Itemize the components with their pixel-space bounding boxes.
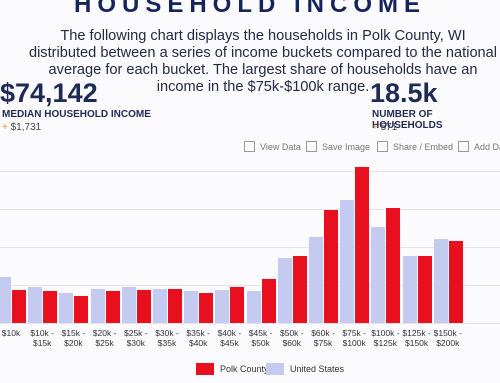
bar <box>105 291 120 323</box>
x-tick-label: $45k - $50k <box>248 328 273 348</box>
bar <box>246 291 261 323</box>
bar <box>184 291 199 323</box>
legend-swatch <box>196 363 214 375</box>
x-tick-label: $35k - $40k <box>186 328 210 348</box>
grid-line <box>0 284 500 286</box>
legend-label: Polk County, WI <box>220 364 284 374</box>
bar <box>153 288 167 323</box>
x-tick-label: $150k - $200k <box>433 328 462 348</box>
toolbar-button[interactable]: Save Image <box>306 141 370 152</box>
legend-label: United States <box>290 364 345 374</box>
description: The following chart displays the househo… <box>28 28 498 95</box>
bar <box>371 226 386 323</box>
bar <box>168 288 182 323</box>
bar <box>402 255 417 323</box>
bar <box>199 292 214 323</box>
grid-line <box>0 246 500 248</box>
icon <box>306 141 317 152</box>
bar <box>215 290 230 323</box>
x-tick-label: $75k - $100k <box>342 328 366 348</box>
x-tick-label: $15k - $20k <box>61 328 86 348</box>
bar <box>136 290 151 323</box>
bar <box>0 277 11 323</box>
button-text: Save Image <box>322 142 371 152</box>
stat-label: MEDIAN HOUSEHOLD INCOME <box>2 109 151 120</box>
stat-label: NUMBER OF HOUSEHOLDS <box>372 109 443 131</box>
bar <box>261 278 276 323</box>
bar <box>59 292 74 323</box>
toolbar-button[interactable]: Share / Embed <box>377 141 453 152</box>
stat-change: + 571 <box>372 122 397 133</box>
plus-icon: + <box>2 122 8 133</box>
bar <box>386 207 401 323</box>
bar <box>90 288 105 323</box>
bar <box>43 291 58 323</box>
bar <box>448 240 463 323</box>
bar <box>230 287 245 323</box>
x-tick-label: $30k - $35k <box>155 328 179 348</box>
x-tick-label: $50k - $60k <box>279 328 304 348</box>
change-value: $1,731 <box>10 122 42 133</box>
bar <box>28 287 43 323</box>
icon <box>377 141 388 152</box>
icon <box>458 141 469 152</box>
x-tick-label: $40k - $45k <box>217 328 242 348</box>
toolbar-button[interactable]: Add Da <box>458 141 500 152</box>
bar <box>309 236 323 323</box>
plus-icon: + <box>372 122 378 133</box>
bar <box>74 296 89 323</box>
change-value: 571 <box>380 122 398 133</box>
x-tick-label: $100k - $125k <box>371 328 400 348</box>
page-title: HOUSEHOLD INCOME <box>73 0 426 18</box>
legend-item: Polk County, WI <box>196 363 284 375</box>
bar <box>121 287 136 323</box>
button-text: Share / Embed <box>393 142 454 152</box>
bar <box>292 255 307 323</box>
bar <box>12 290 26 323</box>
bar <box>277 258 292 323</box>
grid-line <box>0 170 500 172</box>
grid-line <box>0 323 500 324</box>
toolbar-button[interactable]: View Data <box>244 141 301 152</box>
button-text: View Data <box>260 142 301 152</box>
x-tick-label: $10k <box>1 328 21 338</box>
bar <box>417 255 432 323</box>
button-text: Add Da <box>474 142 500 152</box>
bar <box>324 210 338 323</box>
legend-item: United States <box>266 363 344 375</box>
legend-swatch <box>266 363 284 375</box>
grid-line <box>0 208 500 210</box>
stat-value: 18.5k <box>370 78 438 108</box>
stat-change: + $1,731 <box>2 122 41 133</box>
bar <box>355 166 370 323</box>
x-tick-label: $25k - $30k <box>123 328 148 348</box>
x-tick-label: $60k - $75k <box>311 328 335 348</box>
icon <box>244 141 255 152</box>
bar <box>340 199 355 323</box>
x-tick-label: $20k - $25k <box>92 328 117 348</box>
stat-value: $74,142 <box>0 78 98 108</box>
bar <box>433 239 448 323</box>
x-tick-label: $10k - $15k <box>30 328 54 348</box>
x-tick-label: $125k - $150k <box>402 328 431 348</box>
